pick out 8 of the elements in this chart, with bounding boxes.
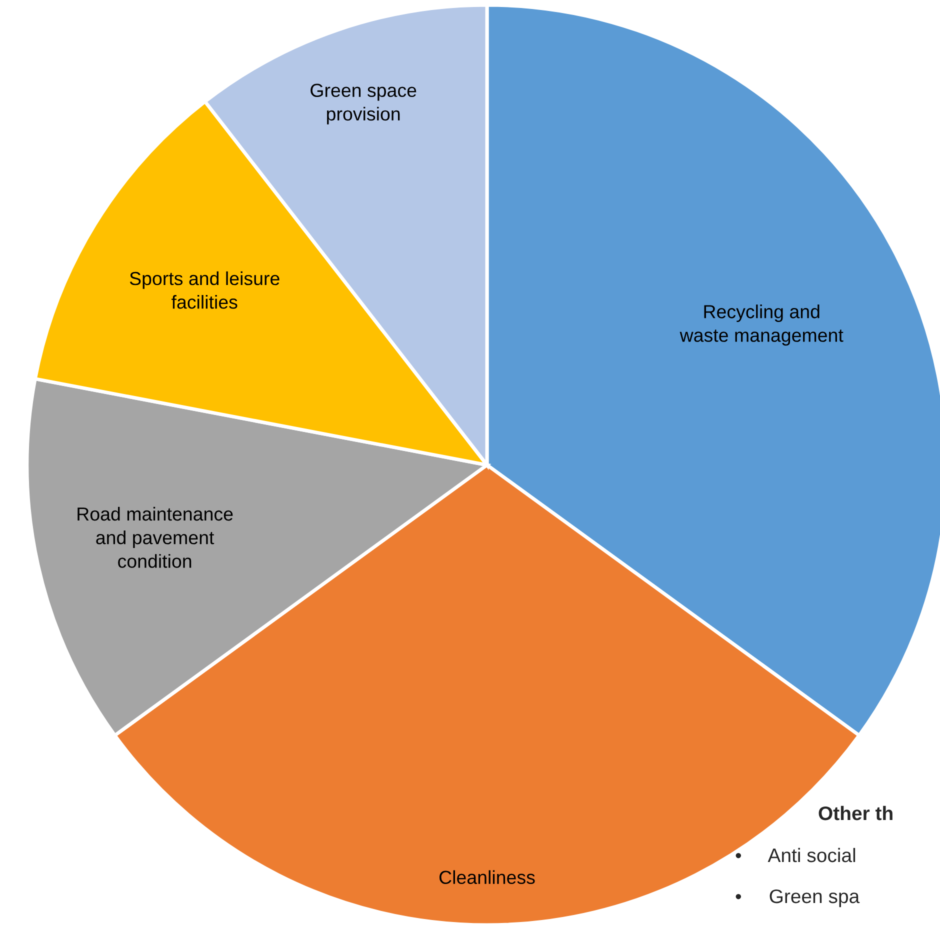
slice-label: Cleanliness — [439, 870, 535, 884]
slice-label: Sports and leisure facilities — [130, 271, 280, 309]
slice-label: Green space provision — [310, 84, 416, 124]
text: • Anti social — [736, 848, 856, 862]
text: Other th — [818, 806, 892, 820]
text: • Green spa — [736, 889, 860, 908]
slice-label: Recycling and waste management — [680, 304, 844, 346]
slice-label: Road maintenance and pavement condition — [78, 506, 233, 568]
